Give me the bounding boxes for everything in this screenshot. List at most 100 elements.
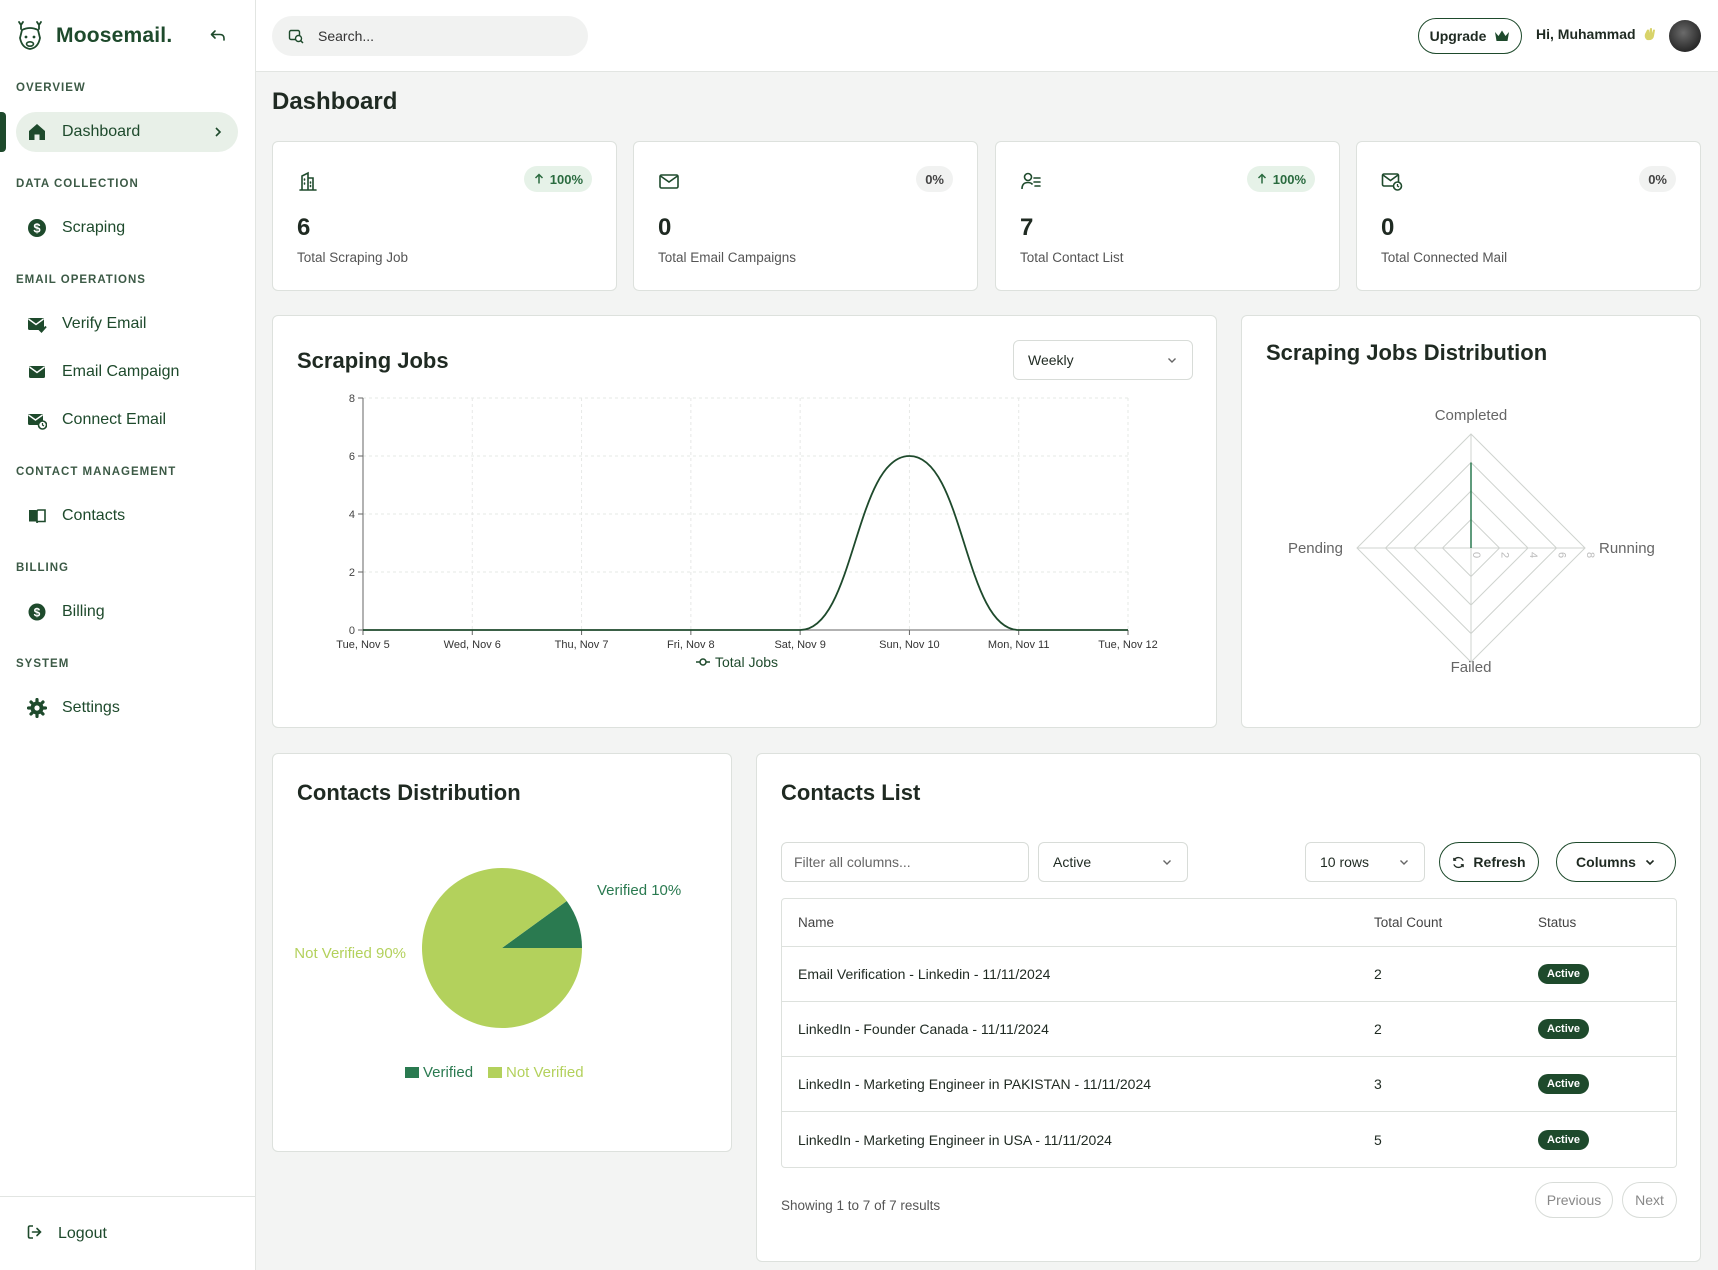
sidebar-item-connect-email[interactable]: Connect Email xyxy=(16,400,238,440)
column-status[interactable]: Status xyxy=(1538,915,1577,930)
search-bar[interactable] xyxy=(272,16,588,56)
user-greeting: Hi, Muhammad xyxy=(1536,26,1658,42)
page-title: Dashboard xyxy=(272,88,398,115)
sidebar-item-verify-email[interactable]: Verify Email xyxy=(16,304,238,344)
legend-marker xyxy=(699,658,707,666)
column-total-count[interactable]: Total Count xyxy=(1374,915,1443,930)
radar-axis-label: Completed xyxy=(1435,407,1508,424)
stat-label: Total Email Campaigns xyxy=(658,250,797,265)
y-tick-label: 0 xyxy=(349,625,355,637)
logout-icon xyxy=(26,1223,44,1246)
card-title: Scraping Jobs Distribution xyxy=(1266,340,1548,365)
table-row[interactable]: Email Verification - Linkedin - 11/11/20… xyxy=(782,947,1676,1002)
sidebar-item-billing[interactable]: $ Billing xyxy=(16,592,238,632)
cell-count: 2 xyxy=(1374,1021,1382,1037)
cell-count: 3 xyxy=(1374,1076,1382,1092)
status-filter-value: Active xyxy=(1053,854,1092,870)
refresh-button[interactable]: Refresh xyxy=(1439,842,1539,882)
legend-label-not-verified: Not Verified xyxy=(506,1064,584,1081)
card-title: Scraping Jobs xyxy=(297,348,449,373)
period-select[interactable]: Weekly xyxy=(1013,340,1193,380)
radar-axis-label: Pending xyxy=(1288,540,1343,557)
cell-count: 2 xyxy=(1374,966,1382,982)
stat-label: Total Connected Mail xyxy=(1381,250,1508,265)
pie-legend: Verified Not Verified xyxy=(405,1064,584,1081)
trend-badge: 0% xyxy=(1639,166,1676,192)
mail-clock-icon xyxy=(1381,173,1403,191)
logout-button[interactable]: Logout xyxy=(16,1214,107,1254)
undo-arrow-icon xyxy=(210,30,225,41)
sidebar-divider xyxy=(0,1196,256,1197)
gear-icon xyxy=(26,697,48,719)
brand[interactable]: Moosemail. xyxy=(14,18,172,54)
mail-plus-icon xyxy=(26,409,48,431)
filter-input[interactable] xyxy=(781,842,1029,882)
table-row[interactable]: LinkedIn - Founder Canada - 11/11/2024 2… xyxy=(782,1002,1676,1057)
table-header: Name Total Count Status xyxy=(782,899,1676,947)
stat-card-connected-mail: 0% 0 Total Connected Mail xyxy=(1356,141,1701,291)
globe-dollar-icon: $ xyxy=(26,217,48,239)
columns-button[interactable]: Columns xyxy=(1556,842,1676,882)
y-tick-label: 6 xyxy=(349,451,355,463)
sidebar-item-label: Billing xyxy=(62,603,105,620)
home-icon xyxy=(26,121,48,143)
card-title: Contacts Distribution xyxy=(297,780,521,805)
svg-text:$: $ xyxy=(34,606,41,620)
upgrade-button[interactable]: Upgrade xyxy=(1418,18,1522,54)
stat-value: 7 xyxy=(1020,214,1034,241)
status-badge: Active xyxy=(1538,1019,1590,1039)
radar-axis-label: Failed xyxy=(1451,659,1492,676)
y-tick-label: 4 xyxy=(349,509,355,521)
x-tick-label: Wed, Nov 6 xyxy=(444,639,501,651)
scraping-jobs-radar-chart: 0 2 4 6 8 Completed Running Failed Pending xyxy=(1288,407,1655,676)
x-tick-label: Fri, Nov 8 xyxy=(667,639,715,651)
arrow-up-icon xyxy=(1257,173,1266,184)
status-filter-select[interactable]: Active xyxy=(1038,842,1188,882)
contacts-pie-chart: Verified 10% Not Verified 90% Verified Not … xyxy=(294,868,681,1081)
table-row[interactable]: LinkedIn - Marketing Engineer in PAKISTA… xyxy=(782,1057,1676,1112)
status-badge: Active xyxy=(1538,964,1590,984)
sidebar-item-email-campaign[interactable]: Email Campaign xyxy=(16,352,238,392)
series-line-total-jobs xyxy=(363,455,1128,631)
stat-card-contact-list: 100% 7 Total Contact List xyxy=(995,141,1340,291)
chevron-right-icon xyxy=(208,122,228,142)
previous-page-button[interactable]: Previous xyxy=(1535,1182,1613,1218)
dollar-circle-icon: $ xyxy=(26,601,48,623)
x-tick-label: Sat, Nov 9 xyxy=(774,639,825,651)
y-tick-label: 8 xyxy=(349,394,355,405)
search-icon xyxy=(288,29,304,44)
sidebar-item-scraping[interactable]: $ Scraping xyxy=(16,208,238,248)
stat-card-scraping-jobs: 100% 6 Total Scraping Job xyxy=(272,141,617,291)
contacts-distribution-card: Contacts Distribution Verified 10% Not Ve… xyxy=(272,753,732,1152)
y-tick-label: 2 xyxy=(349,567,355,579)
user-avatar[interactable] xyxy=(1669,20,1701,52)
next-page-button[interactable]: Next xyxy=(1622,1182,1677,1218)
rows-value: 10 rows xyxy=(1320,854,1370,870)
search-input[interactable] xyxy=(318,28,558,44)
refresh-icon xyxy=(1453,856,1465,868)
sidebar-item-dashboard[interactable]: Dashboard xyxy=(16,112,238,152)
sidebar-item-label: Scraping xyxy=(62,219,126,236)
results-summary: Showing 1 to 7 of 7 results xyxy=(781,1198,941,1213)
section-system: SYSTEM xyxy=(16,658,70,670)
collapse-sidebar-button[interactable] xyxy=(206,24,230,48)
pie-label-verified: Verified 10% xyxy=(597,882,681,899)
sidebar-item-label: Connect Email xyxy=(62,411,167,428)
cell-name: LinkedIn - Marketing Engineer in PAKISTA… xyxy=(798,1076,1152,1092)
rows-per-page-select[interactable]: 10 rows xyxy=(1305,842,1425,882)
legend-swatch-not-verified xyxy=(488,1067,502,1078)
chevron-down-icon xyxy=(1400,860,1408,865)
table-row[interactable]: LinkedIn - Marketing Engineer in USA - 1… xyxy=(782,1112,1676,1167)
logout-label: Logout xyxy=(58,1225,107,1242)
book-icon xyxy=(26,505,48,527)
svg-text:$: $ xyxy=(33,221,41,236)
column-name[interactable]: Name xyxy=(798,915,835,930)
sidebar-item-settings[interactable]: Settings xyxy=(16,688,238,728)
sidebar-item-contacts[interactable]: Contacts xyxy=(16,496,238,536)
cell-count: 5 xyxy=(1374,1131,1382,1148)
mail-icon xyxy=(659,174,679,189)
distribution-card: Scraping Jobs Distribution 0 2 4 6 8 Complete… xyxy=(1241,315,1701,728)
status-badge: Active xyxy=(1538,1129,1590,1150)
x-tick-label: Tue, Nov 12 xyxy=(1098,639,1158,651)
x-tick-label: Thu, Nov 7 xyxy=(555,639,609,651)
